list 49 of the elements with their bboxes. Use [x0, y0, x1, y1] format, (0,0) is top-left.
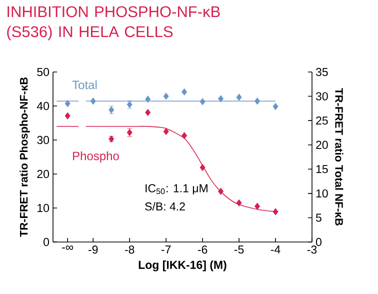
- point: [236, 199, 242, 206]
- y2-tick-label: 0: [316, 238, 322, 246]
- y-tick-label: 40: [36, 102, 50, 110]
- y2-tick-label: 5: [316, 214, 322, 222]
- x-tick-label: -∞: [62, 246, 74, 250]
- series-label: Total: [72, 80, 97, 90]
- point: [200, 98, 206, 106]
- x-tick-label: -8: [125, 246, 134, 254]
- x-tick-label: -9: [88, 246, 98, 254]
- point: [145, 96, 151, 103]
- y-tick-label: 20: [37, 170, 50, 178]
- chart-title: INHIBITION PHOSPHO-NF-κB (S536) IN HELA CELLS: [7, 6, 220, 40]
- point: [182, 88, 188, 96]
- y2-tick-label: 20: [316, 140, 328, 149]
- point: [218, 188, 224, 195]
- point: [64, 100, 70, 108]
- y-tick-label: 0: [44, 238, 50, 246]
- y-tick-label: 10: [38, 204, 50, 212]
- point: [200, 164, 206, 172]
- point: [182, 132, 188, 140]
- point: [218, 95, 224, 102]
- annotation: S/B: 4.2: [145, 202, 185, 211]
- point: [90, 98, 96, 105]
- y2-tick-label: 35: [316, 68, 328, 76]
- point: [145, 108, 151, 116]
- x-tick-label: -7: [161, 246, 171, 254]
- x-axis-title: Log [IKK-16] (M): [138, 260, 226, 272]
- y2-tick-label: 10: [316, 189, 328, 198]
- point: [64, 112, 70, 120]
- y2-axis-title: TR-FRET ratio Total NF-κB: [335, 88, 344, 226]
- point: [163, 128, 169, 136]
- x-tick-label: -5: [234, 246, 244, 254]
- point: [254, 98, 260, 105]
- point: [272, 208, 278, 216]
- y-tick-label: 50: [37, 68, 50, 76]
- x-tick-label: -3: [307, 246, 317, 254]
- y2-tick-label: 25: [316, 116, 328, 125]
- y2-tick-label: 30: [316, 92, 328, 100]
- point: [236, 94, 242, 101]
- y-tick-label: 30: [37, 136, 50, 144]
- y2-tick-label: 15: [316, 165, 328, 174]
- annotation: IC$_{50}$: 1.1 μM: [146, 184, 208, 194]
- series-label: Phospho: [73, 151, 119, 163]
- y-axis-title: TR-FRET ratio Phospho-NF-κB: [20, 77, 30, 237]
- point: [272, 102, 278, 110]
- x-tick-label: -4: [270, 246, 280, 254]
- point: [163, 92, 169, 100]
- point: [254, 202, 260, 210]
- x-tick-label: -6: [198, 246, 208, 254]
